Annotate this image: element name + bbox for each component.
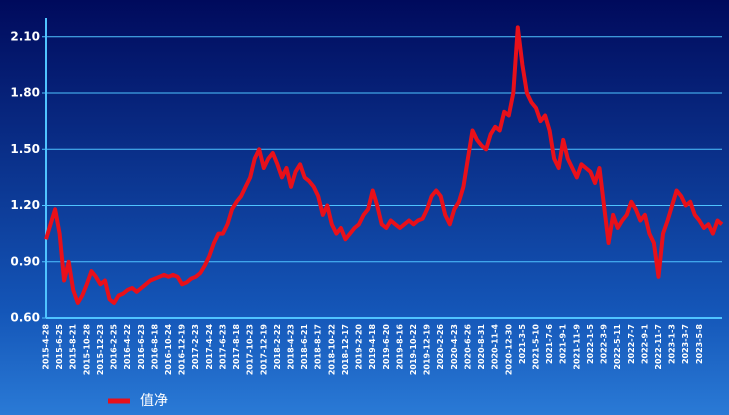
x-tick-label: 2020-12-30 (504, 324, 513, 376)
x-tick-label: 2015-8-21 (69, 324, 78, 370)
legend-label: 值净 (140, 393, 168, 409)
y-tick-label: 1.80 (10, 86, 40, 100)
x-tick-label: 2018-10-22 (327, 324, 336, 375)
x-tick-label: 2018-6-21 (300, 324, 309, 370)
y-tick-label: 0.60 (10, 311, 40, 325)
x-tick-label: 2020-4-23 (450, 324, 459, 370)
x-tick-label: 2016-10-24 (164, 324, 173, 376)
x-tick-label: 2015-6-25 (55, 324, 64, 370)
x-tick-label: 2020-6-26 (463, 324, 472, 370)
x-tick-label: 2023-3-7 (681, 324, 690, 364)
x-tick-label: 2015-12-23 (96, 324, 105, 375)
x-tick-label: 2019-4-18 (368, 324, 377, 370)
x-tick-label: 2019-6-20 (382, 324, 391, 370)
x-tick-label: 2022-5-11 (613, 324, 622, 370)
x-tick-label: 2021-5-10 (531, 324, 540, 370)
x-tick-label: 2022-3-9 (600, 324, 609, 364)
x-tick-label: 2017-12-19 (259, 324, 268, 376)
y-tick-label: 1.50 (10, 142, 40, 156)
x-tick-label: 2021-3-5 (518, 324, 527, 364)
x-tick-label: 2016-6-23 (137, 324, 146, 370)
y-tick-label: 2.10 (10, 29, 40, 43)
x-tick-label: 2017-10-23 (246, 324, 255, 375)
x-tick-label: 2019-10-22 (409, 324, 418, 375)
x-tick-label: 2016-8-18 (150, 324, 159, 370)
x-tick-label: 2017-8-18 (232, 324, 241, 370)
y-tick-label: 1.20 (10, 198, 40, 212)
x-tick-label: 2022-11-7 (654, 324, 663, 370)
x-tick-label: 2022-9-1 (640, 324, 649, 364)
x-tick-label: 2020-8-31 (477, 324, 486, 370)
x-tick-label: 2018-12-17 (341, 324, 350, 375)
x-tick-label: 2015-10-28 (82, 324, 91, 376)
x-tick-label: 2021-9-1 (559, 324, 568, 364)
x-tick-label: 2016-4-22 (123, 324, 132, 370)
x-tick-label: 2021-11-9 (572, 324, 581, 370)
x-tick-label: 2018-8-17 (314, 324, 323, 370)
x-tick-label: 2021-7-6 (545, 324, 554, 364)
x-tick-label: 2015-4-28 (42, 324, 51, 370)
x-tick-label: 2017-4-24 (205, 324, 214, 370)
x-tick-label: 2023-5-8 (695, 324, 704, 364)
x-tick-label: 2017-6-23 (218, 324, 227, 370)
x-tick-label: 2016-12-19 (178, 324, 187, 376)
x-tick-label: 2019-12-19 (423, 324, 432, 376)
x-tick-label: 2017-2-23 (191, 324, 200, 370)
x-tick-label: 2018-4-23 (286, 324, 295, 370)
x-tick-label: 2016-2-25 (110, 324, 119, 370)
x-tick-label: 2019-8-16 (395, 324, 404, 370)
line (44, 25, 724, 305)
x-tick-label: 2019-2-20 (355, 324, 364, 370)
x-tick-label: 2020-11-4 (491, 324, 500, 370)
y-tick-label: 0.90 (10, 254, 40, 268)
x-tick-label: 2018-2-22 (273, 324, 282, 370)
x-tick-label: 2023-1-3 (668, 324, 677, 364)
x-tick-label: 2020-2-26 (436, 324, 445, 370)
x-tick-label: 2022-7-7 (627, 324, 636, 364)
x-tick-label: 2022-1-5 (586, 324, 595, 364)
